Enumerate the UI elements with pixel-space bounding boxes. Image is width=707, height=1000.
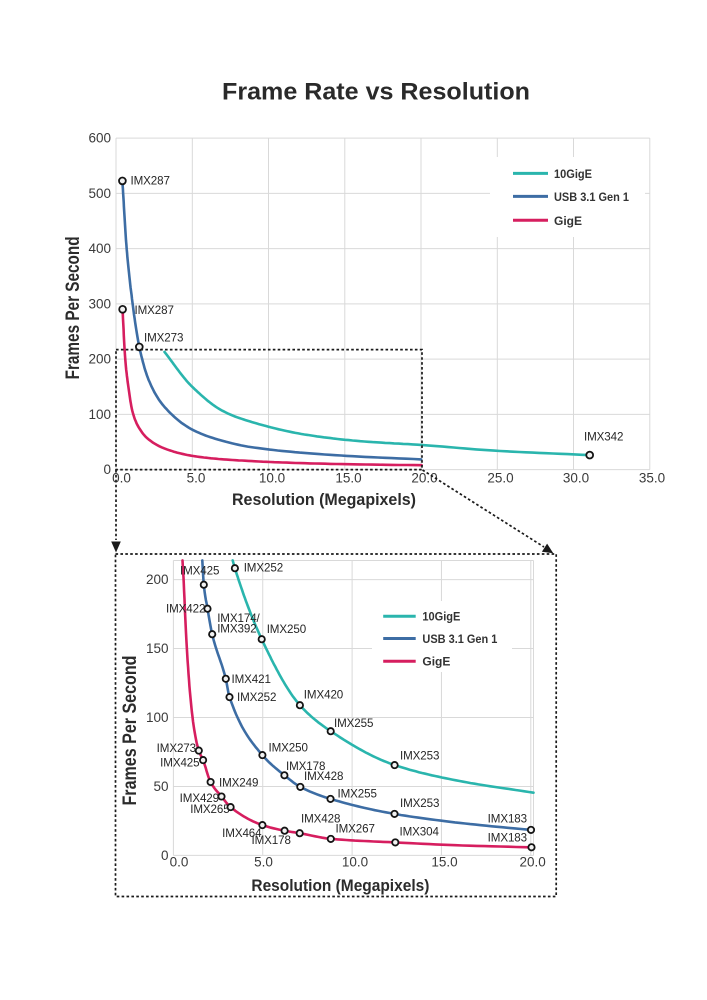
svg-text:IMX178: IMX178 (286, 760, 325, 773)
svg-text:IMX392: IMX392 (217, 623, 256, 636)
svg-text:IMX464: IMX464 (222, 827, 262, 840)
svg-text:200: 200 (88, 352, 111, 367)
svg-text:USB 3.1 Gen 1: USB 3.1 Gen 1 (554, 190, 629, 204)
svg-text:500: 500 (88, 186, 111, 201)
svg-text:10GigE: 10GigE (554, 167, 592, 181)
svg-text:IMX428: IMX428 (304, 770, 343, 783)
svg-text:IMX253: IMX253 (400, 750, 439, 763)
svg-text:Frames Per Second: Frames Per Second (63, 236, 84, 379)
svg-text:0.0: 0.0 (112, 471, 131, 486)
svg-text:10GigE: 10GigE (422, 610, 460, 624)
svg-text:IMX428: IMX428 (301, 813, 340, 826)
svg-text:5.0: 5.0 (254, 855, 273, 870)
svg-text:IMX265: IMX265 (190, 803, 229, 816)
svg-text:Resolution (Megapixels): Resolution (Megapixels) (232, 490, 416, 509)
svg-text:Frame Rate vs Resolution: Frame Rate vs Resolution (222, 78, 530, 105)
svg-text:USB 3.1 Gen 1: USB 3.1 Gen 1 (422, 632, 497, 646)
svg-text:0: 0 (161, 848, 169, 863)
svg-text:150: 150 (146, 641, 169, 656)
svg-text:IMX287: IMX287 (131, 175, 170, 188)
svg-text:IMX178: IMX178 (252, 834, 291, 847)
svg-text:IMX252: IMX252 (244, 562, 283, 575)
svg-text:IMX422: IMX422 (166, 603, 205, 616)
svg-text:GigE: GigE (554, 214, 582, 228)
svg-text:100: 100 (88, 407, 111, 422)
svg-text:IMX253: IMX253 (400, 797, 439, 810)
svg-text:20.0: 20.0 (519, 855, 545, 870)
svg-text:600: 600 (88, 131, 111, 146)
svg-text:IMX252: IMX252 (237, 691, 276, 704)
svg-text:IMX250: IMX250 (269, 742, 308, 755)
svg-text:Frames Per Second: Frames Per Second (120, 656, 141, 806)
svg-text:IMX287: IMX287 (135, 304, 174, 317)
svg-text:IMX183: IMX183 (488, 832, 527, 845)
svg-text:IMX342: IMX342 (584, 431, 623, 444)
svg-text:30.0: 30.0 (563, 471, 589, 486)
svg-text:IMX425: IMX425 (160, 756, 199, 769)
svg-text:IMX250: IMX250 (267, 623, 306, 636)
svg-text:Resolution (Megapixels): Resolution (Megapixels) (251, 876, 429, 895)
svg-text:100: 100 (146, 710, 169, 725)
svg-text:IMX255: IMX255 (334, 717, 373, 730)
svg-text:10.0: 10.0 (342, 855, 368, 870)
svg-text:IMX429: IMX429 (180, 792, 219, 805)
svg-text:15.0: 15.0 (431, 855, 457, 870)
svg-text:IMX273: IMX273 (157, 742, 196, 755)
svg-text:35.0: 35.0 (639, 471, 665, 486)
svg-text:IMX249: IMX249 (219, 776, 258, 789)
svg-text:IMX425: IMX425 (180, 565, 219, 578)
svg-text:400: 400 (88, 241, 111, 256)
svg-text:IMX420: IMX420 (304, 689, 343, 702)
svg-text:0.0: 0.0 (170, 855, 189, 870)
svg-text:10.0: 10.0 (259, 471, 285, 486)
svg-text:0: 0 (103, 462, 111, 477)
svg-text:IMX183: IMX183 (488, 813, 527, 826)
svg-text:300: 300 (88, 296, 111, 311)
svg-text:5.0: 5.0 (187, 471, 206, 486)
svg-text:IMX273: IMX273 (144, 332, 183, 345)
svg-text:15.0: 15.0 (335, 471, 361, 486)
svg-text:20.0: 20.0 (411, 471, 437, 486)
svg-text:GigE: GigE (422, 655, 450, 669)
svg-text:50: 50 (153, 779, 168, 794)
svg-text:200: 200 (146, 572, 169, 587)
svg-text:25.0: 25.0 (487, 471, 513, 486)
svg-text:IMX421: IMX421 (232, 673, 271, 686)
svg-text:IMX255: IMX255 (338, 788, 377, 801)
svg-text:IMX174/: IMX174/ (217, 612, 260, 625)
svg-text:IMX304: IMX304 (400, 826, 440, 839)
svg-text:IMX267: IMX267 (336, 823, 375, 836)
